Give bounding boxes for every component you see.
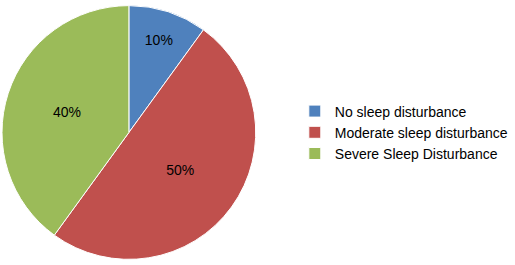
svg-text:Severe Sleep Disturbance: Severe Sleep Disturbance xyxy=(335,146,498,162)
svg-text:No sleep disturbance: No sleep disturbance xyxy=(335,104,467,120)
svg-text:10%: 10% xyxy=(145,32,173,48)
svg-text:40%: 40% xyxy=(53,104,81,120)
svg-text:Moderate sleep disturbance: Moderate sleep disturbance xyxy=(335,125,508,141)
svg-text:50%: 50% xyxy=(166,162,194,178)
